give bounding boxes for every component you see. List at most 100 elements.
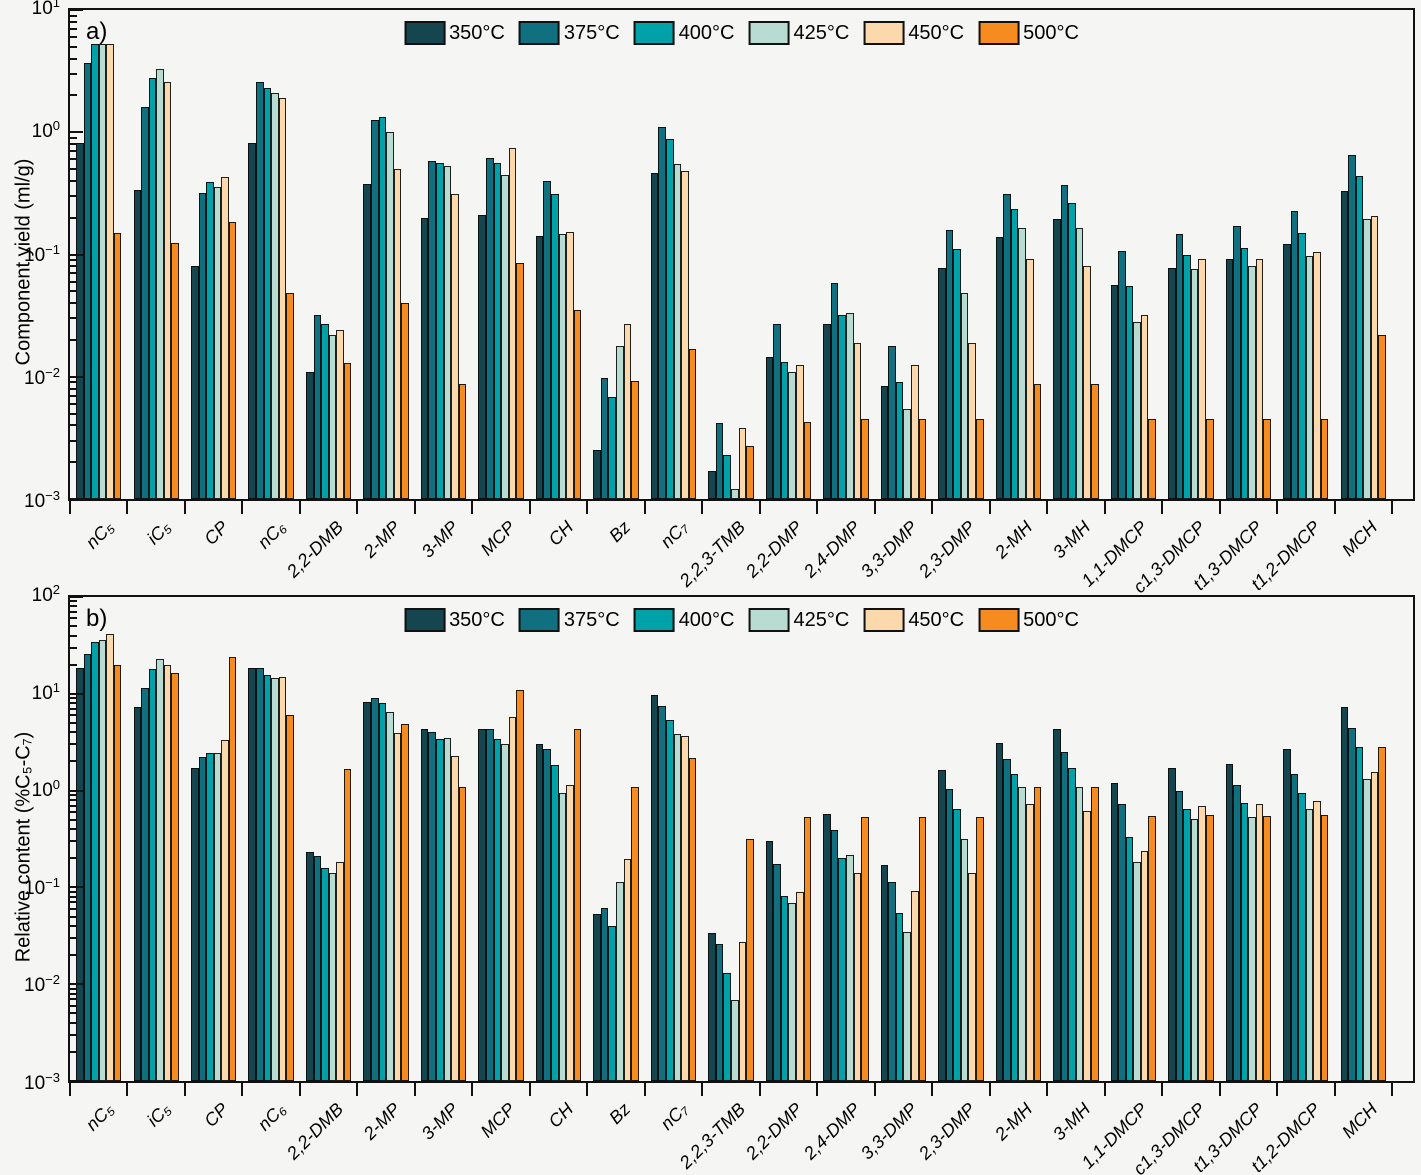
x-axis-tick	[931, 1083, 934, 1096]
legend-swatch-500°C	[978, 21, 1020, 45]
bar-2,2-DMP-500°C	[803, 816, 812, 1081]
legend-swatch-375°C	[518, 608, 560, 632]
bar-Bz-375°C	[600, 378, 609, 499]
y-axis-minor-tick	[70, 45, 77, 48]
y-axis-major-tick	[70, 9, 83, 11]
x-tick-label: c1,3-DMCP	[1129, 517, 1209, 597]
bar-Bz-425°C	[616, 345, 624, 499]
bar-2,3-DMP-350°C	[938, 769, 946, 1081]
bar-2,2-DMB-400°C	[321, 324, 329, 499]
y-axis-minor-tick	[70, 461, 77, 464]
y-axis-minor-tick	[70, 302, 77, 305]
bar-CP-400°C	[206, 752, 214, 1081]
bar-3,3-DMP-500°C	[918, 816, 927, 1081]
bar-2,3-DMP-350°C	[938, 267, 946, 499]
bar-CP-500°C	[228, 657, 237, 1081]
bar-nC₇-350°C	[650, 173, 659, 499]
y-axis-minor-tick	[70, 731, 77, 734]
y-axis-minor-tick	[70, 94, 77, 97]
bar-c1,3-DMCP-425°C	[1190, 818, 1199, 1081]
legend-swatch-450°C	[863, 608, 905, 632]
legend-item-375°C: 375°C	[518, 21, 620, 45]
x-tick-label: t1,2-DMCP	[1246, 517, 1324, 595]
x-tick-label: 2,4-DMP	[799, 517, 865, 582]
bar-t1,3-DMCP-375°C	[1233, 226, 1241, 499]
bar-3-MH-400°C	[1068, 202, 1076, 499]
bar-2,2-DMB-350°C	[305, 371, 314, 499]
bar-t1,2-DMCP-350°C	[1283, 748, 1291, 1081]
bar-CP-350°C	[190, 266, 199, 499]
bar-iC₅-450°C	[163, 81, 172, 499]
y-axis-minor-tick	[70, 721, 77, 724]
y-axis-minor-tick	[70, 168, 77, 171]
bar-CP-425°C	[213, 186, 222, 499]
bar-3-MH-350°C	[1053, 219, 1061, 499]
bar-Bz-350°C	[593, 450, 601, 499]
bar-2,3-DMP-400°C	[953, 809, 961, 1081]
bar-2,4-DMP-450°C	[853, 873, 862, 1081]
y-tick-label: 10−3	[24, 1069, 60, 1095]
bar-nC₆-425°C	[271, 678, 279, 1081]
bar-c1,3-DMCP-450°C	[1198, 805, 1206, 1081]
y-axis-minor-tick	[70, 907, 77, 910]
bar-3,3-DMP-350°C	[880, 865, 889, 1081]
x-axis-tick	[471, 1083, 474, 1096]
bar-nC₅-450°C	[106, 43, 114, 499]
bar-t1,3-DMCP-500°C	[1263, 419, 1271, 499]
x-axis-tick	[988, 1083, 991, 1096]
x-axis-tick	[126, 1083, 129, 1096]
bar-MCH-400°C	[1355, 747, 1364, 1081]
bar-iC₅-425°C	[156, 658, 164, 1081]
bar-2-MH-450°C	[1025, 258, 1034, 499]
bar-2,3-DMP-375°C	[945, 788, 954, 1081]
y-axis-minor-tick	[70, 381, 77, 384]
y-axis-ticks	[70, 596, 1413, 1082]
y-axis-minor-tick	[70, 1004, 77, 1007]
y-axis-minor-tick	[70, 150, 77, 153]
y-axis-minor-tick	[70, 317, 77, 320]
bar-2,4-DMP-400°C	[838, 315, 846, 499]
bar-MCP-450°C	[508, 717, 517, 1081]
legend-label: 500°C	[1023, 608, 1079, 631]
bar-2,2-DMB-375°C	[313, 856, 322, 1081]
bar-2,4-DMP-375°C	[830, 830, 839, 1081]
panel-b: Relative content (%C₅-C₇) b) 350°C 375°C 4…	[0, 582, 1421, 1175]
x-tick-label: nC₇	[656, 517, 692, 552]
bar-nC₆-450°C	[278, 98, 287, 499]
x-tick-label: MCP	[476, 1099, 520, 1142]
bar-nC₅-375°C	[83, 653, 92, 1081]
bar-2,2-DMB-400°C	[321, 867, 329, 1081]
x-axis-tick	[816, 501, 819, 514]
bar-c1,3-DMCP-375°C	[1175, 790, 1184, 1081]
bar-CH-450°C	[566, 784, 574, 1081]
y-axis-minor-tick	[70, 57, 77, 60]
bar-1,1-DMCP-450°C	[1140, 851, 1149, 1081]
y-axis-minor-tick	[70, 702, 77, 705]
bar-CH-375°C	[543, 748, 551, 1081]
y-axis-major-tick	[70, 1080, 83, 1082]
x-axis-tick	[1103, 501, 1106, 514]
bar-MCH-350°C	[1340, 191, 1349, 499]
x-axis-tick	[931, 501, 934, 514]
bar-CH-400°C	[550, 194, 559, 499]
bar-Bz-350°C	[593, 914, 601, 1081]
bar-3-MP-400°C	[436, 163, 444, 499]
y-axis-minor-tick	[70, 794, 77, 797]
bar-t1,2-DMCP-450°C	[1313, 251, 1321, 499]
bar-2-MH-500°C	[1033, 787, 1042, 1081]
legend-swatch-500°C	[978, 608, 1020, 632]
bar-CP-500°C	[228, 221, 237, 499]
x-tick-label: 2-MH	[991, 1099, 1037, 1145]
bar-3-MH-500°C	[1091, 786, 1099, 1081]
x-axis-tick	[1103, 1083, 1106, 1096]
legend-label: 450°C	[908, 21, 965, 44]
x-axis-tick	[241, 1083, 244, 1096]
bar-t1,3-DMCP-375°C	[1233, 785, 1241, 1081]
bar-MCP-350°C	[478, 728, 486, 1081]
y-axis-minor-tick	[70, 840, 77, 843]
x-tick-label: 2,4-DMP	[799, 1099, 865, 1164]
bar-nC₇-400°C	[665, 139, 674, 499]
bar-t1,3-DMCP-400°C	[1240, 803, 1249, 1081]
x-axis-tick	[1333, 1083, 1336, 1096]
x-axis-tick	[69, 1083, 71, 1096]
